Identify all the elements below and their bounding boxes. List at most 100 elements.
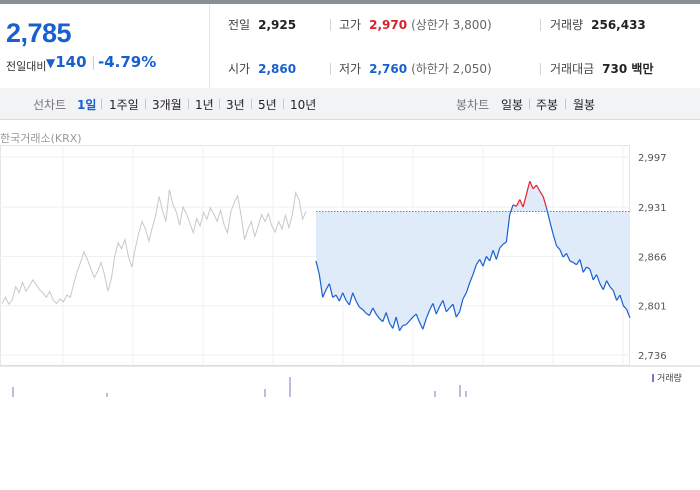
line-chart-tab[interactable]: 선차트 (33, 98, 67, 112)
today-line-segment (445, 307, 451, 313)
today-line-segment (556, 245, 561, 250)
divider (330, 63, 331, 75)
today-line-segment (535, 184, 541, 192)
candle-daily[interactable]: 일봉 (501, 98, 524, 112)
range-3y[interactable]: 3년 (226, 98, 245, 112)
today-line-segment (589, 269, 594, 281)
down-arrow-icon: ▼ (46, 56, 56, 70)
today-fill (316, 181, 630, 331)
today-line-segment (465, 282, 471, 293)
today-line-segment (442, 300, 447, 312)
today-line-segment (328, 283, 334, 298)
today-line-segment (616, 294, 621, 301)
today-line-segment (599, 283, 604, 291)
divider (330, 19, 331, 31)
today-line-segment (565, 253, 571, 262)
today-line-segment (399, 325, 404, 332)
today-line-segment (545, 207, 551, 222)
high-label: 고가 (339, 18, 362, 32)
divider (219, 99, 220, 109)
range-3m[interactable]: 3개월 (152, 98, 182, 112)
range-5y[interactable]: 5년 (258, 98, 277, 112)
high-price: 고가 2,970 (상한가 3,800) (339, 16, 492, 33)
today-line-segment (606, 280, 611, 288)
range-1y[interactable]: 1년 (195, 98, 214, 112)
today-line-segment (395, 316, 401, 331)
range-1w[interactable]: 1주일 (109, 98, 139, 112)
today-line-segment (519, 199, 524, 208)
trade-amount: 거래대금 730 백만 (550, 60, 653, 77)
today-line-segment (469, 274, 474, 284)
y-tick-label: 2,736 (638, 351, 667, 362)
today-line-segment (485, 256, 491, 262)
today-line-segment (435, 306, 441, 315)
today-line-segment (315, 260, 320, 275)
change-value: 140 (55, 53, 87, 71)
y-tick-label: 2,801 (638, 302, 667, 313)
today-line-segment (499, 243, 504, 249)
today-line-segment (579, 259, 584, 273)
low-label: 저가 (339, 62, 362, 76)
today-line-segment (332, 294, 337, 298)
volume-label: 거래량 (550, 18, 584, 32)
today-line-segment (525, 181, 531, 195)
volume-value: 256,433 (591, 18, 646, 32)
today-line-segment (325, 283, 330, 291)
today-line-segment (572, 261, 577, 266)
chart-toolbar: 선차트 1일 1주일 3개월 1년 3년 5년 10년 봉차트 일봉 주봉 월봉 (0, 88, 700, 120)
today-line-segment (452, 304, 457, 318)
top-border (0, 0, 700, 4)
today-line-segment (318, 274, 324, 298)
range-10y[interactable]: 10년 (290, 98, 317, 112)
prev-close: 전일 2,925 (228, 16, 296, 33)
today-line-segment (409, 316, 414, 322)
today-line-segment (612, 290, 618, 301)
y-tick-label: 2,866 (638, 252, 667, 263)
prev-day-line (1, 189, 307, 306)
candle-weekly[interactable]: 주봉 (536, 98, 559, 112)
today-line-segment (522, 194, 528, 208)
today-line-segment (382, 312, 387, 322)
today-line-segment (569, 260, 574, 263)
upper-limit: (상한가 3,800) (411, 18, 492, 32)
volume-legend-label: 거래량 (657, 374, 682, 384)
today-line-segment (562, 252, 567, 258)
candle-chart-tab[interactable]: 봉차트 (456, 98, 490, 112)
today-line-segment (338, 292, 344, 302)
today-line-segment (425, 310, 431, 319)
today-line-segment (549, 221, 554, 235)
quote-panel: 2,785 전일대비 ▼140 -4.79% 전일 2,925 고가 2,970 (상… (0, 4, 700, 89)
chart-grid (0, 145, 630, 366)
today-line-segment (359, 306, 364, 310)
today-line-segment (365, 312, 370, 317)
divider (145, 99, 146, 109)
today-line-segment (459, 298, 464, 312)
today-line-segment (439, 300, 444, 307)
today-line-segment (512, 204, 517, 207)
amount-value: 730 백만 (602, 62, 654, 76)
change-rate: -4.79% (98, 53, 157, 71)
today-line-segment (388, 322, 394, 329)
today-line-segment (609, 286, 614, 291)
today-line-segment (542, 196, 548, 208)
today-line-segment (412, 313, 417, 318)
today-line-segment (415, 313, 421, 323)
divider (565, 99, 566, 109)
today-line-segment (402, 324, 407, 326)
today-line-segment (505, 214, 511, 243)
today-line-segment (422, 318, 427, 330)
today-line-segment (429, 303, 434, 311)
today-line-segment (385, 312, 391, 324)
divider (540, 63, 541, 75)
today-line-segment (475, 259, 481, 266)
candle-monthly[interactable]: 월봉 (573, 98, 596, 112)
today-line-segment (379, 318, 384, 323)
high-value: 2,970 (369, 18, 408, 32)
open-label: 시가 (228, 62, 251, 76)
today-line-segment (622, 305, 628, 310)
today-line-segment (509, 204, 514, 215)
today-line-segment (375, 313, 380, 319)
today-line-segment (372, 307, 377, 315)
range-1d[interactable]: 1일 (77, 98, 97, 112)
divider (251, 99, 252, 109)
